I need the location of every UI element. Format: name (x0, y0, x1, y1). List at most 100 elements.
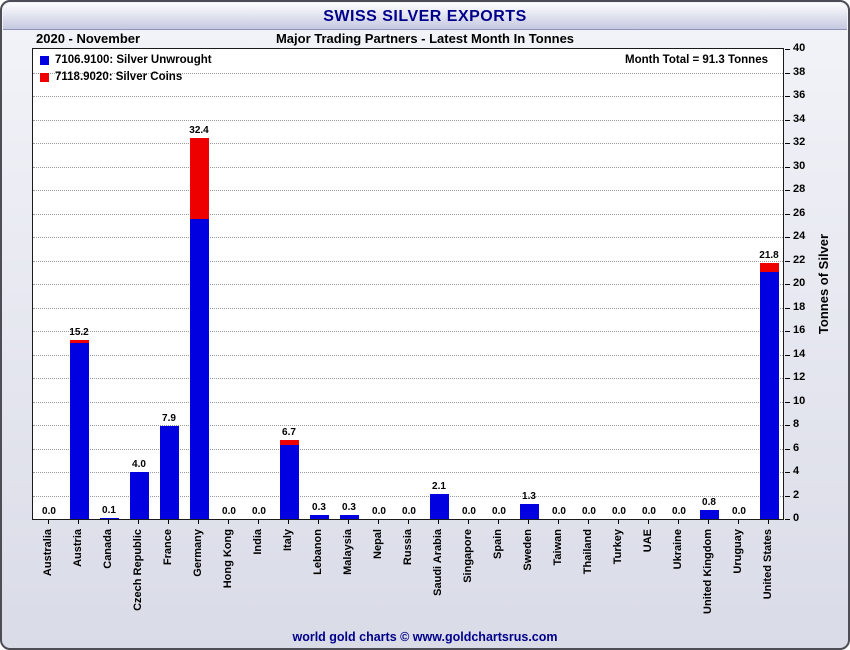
legend-swatch-coins (40, 72, 49, 82)
gridline (33, 72, 783, 74)
value-label: 0.0 (372, 506, 386, 517)
value-label: 0.8 (702, 496, 716, 508)
y-tick-mark (785, 96, 790, 97)
y-tick-mark (785, 354, 790, 356)
y-tick-label: 30 (793, 159, 806, 172)
bar-segment (339, 515, 359, 519)
y-tick-label: 32 (793, 136, 806, 148)
x-axis-label: Turkey (611, 529, 624, 565)
x-tick-mark (468, 520, 469, 524)
x-tick-mark (228, 520, 229, 524)
x-axis-label: Thailand (581, 529, 594, 575)
x-axis-label: Nepal (371, 529, 384, 559)
y-tick-label: 38 (793, 65, 806, 78)
y-tick-mark (785, 260, 790, 262)
x-axis-label: Taiwan (551, 529, 564, 566)
x-axis-label: Malaysia (341, 529, 354, 575)
x-tick-mark (108, 520, 109, 524)
bar-segment (69, 340, 89, 343)
value-label: 0.0 (222, 506, 236, 517)
subtitle-row: Major Trading Partners - Latest Month In… (2, 31, 848, 48)
page-title: SWISS SILVER EXPORTS (323, 8, 527, 25)
y-tick-label: 2 (793, 488, 800, 501)
gridline (33, 378, 783, 379)
y-tick-label: 14 (793, 347, 806, 360)
gridline (33, 260, 783, 262)
y-tick-mark (785, 472, 790, 473)
x-axis-label: Lebanon (311, 529, 324, 575)
gridline (33, 237, 783, 238)
bar-segment (159, 426, 179, 519)
value-label: 0.3 (312, 502, 326, 514)
x-tick-mark (768, 520, 769, 524)
gridline (33, 425, 783, 426)
bar-segment (69, 342, 89, 519)
gridline (33, 307, 783, 309)
x-tick-mark (348, 520, 349, 524)
value-label: 6.7 (282, 427, 296, 439)
y-tick-label: 4 (793, 465, 800, 477)
chart-subtitle: Major Trading Partners - Latest Month In… (275, 31, 575, 46)
y-tick-label: 16 (793, 324, 806, 336)
y-tick-mark (785, 72, 790, 74)
x-axis-label: Spain (491, 529, 504, 559)
gridline (33, 96, 783, 97)
y-tick-mark (785, 143, 790, 144)
period-label: 2020 - November (36, 31, 141, 46)
gridline (33, 401, 783, 403)
x-axis-label: Saudi Arabia (431, 529, 444, 596)
value-label: 0.0 (732, 506, 746, 517)
gridline (33, 354, 783, 356)
y-tick-label: 20 (793, 277, 806, 289)
y-tick-mark (785, 119, 790, 121)
x-axis-label: France (161, 529, 174, 566)
value-label: 0.0 (552, 506, 566, 517)
value-label: 0.3 (342, 502, 356, 514)
month-total-label: Month Total = 91.3 Tonnes (624, 54, 768, 66)
x-tick-mark (738, 520, 739, 524)
y-tick-label: 28 (793, 183, 806, 195)
y-tick-mark (785, 307, 790, 309)
y-axis-title: Tonnes of Silver (816, 233, 831, 335)
bar-segment (699, 509, 719, 519)
legend-label-coins: 7118.9020: Silver Coins (55, 71, 183, 83)
x-axis-label: Sweden (521, 529, 534, 571)
y-tick-label: 10 (793, 394, 806, 407)
x-axis-label: Uruguay (731, 529, 744, 574)
y-tick-mark (785, 190, 790, 191)
value-label: 32.4 (189, 125, 209, 137)
value-label: 0.0 (402, 506, 416, 517)
gridline (33, 284, 783, 285)
gridline (33, 448, 783, 450)
x-axis-label: Italy (281, 529, 294, 552)
x-tick-mark (198, 520, 199, 524)
x-tick-mark (168, 520, 169, 524)
y-tick-mark (785, 425, 790, 426)
y-tick-mark (785, 49, 790, 50)
legend-item-unwrought: 7106.9100: Silver Unwrought (40, 54, 212, 66)
y-tick-label: 0 (793, 512, 800, 524)
y-tick-mark (785, 401, 790, 403)
y-tick-label: 6 (793, 441, 800, 454)
x-axis-label: Singapore (461, 529, 474, 583)
value-label: 2.1 (432, 481, 446, 493)
gridline (33, 119, 783, 121)
y-tick-mark (785, 237, 790, 238)
y-tick-label: 36 (793, 89, 806, 101)
x-tick-mark (258, 520, 259, 524)
title-bar: SWISS SILVER EXPORTS (3, 3, 847, 30)
x-tick-mark (588, 520, 589, 524)
bar-segment (189, 219, 209, 519)
gridline (33, 495, 783, 497)
x-tick-mark (498, 520, 499, 524)
y-tick-mark (785, 331, 790, 332)
y-tick-label: 34 (793, 112, 806, 125)
legend-label-unwrought: 7106.9100: Silver Unwrought (55, 54, 212, 66)
gridline (33, 166, 783, 168)
value-label: 0.0 (582, 506, 596, 517)
x-tick-mark (288, 520, 289, 524)
y-tick-label: 18 (793, 300, 806, 313)
x-axis-label: United Kingdom (701, 529, 714, 614)
x-axis-label: Australia (41, 529, 54, 577)
footer-credit: world gold charts © www.goldchartsrus.co… (292, 630, 558, 644)
